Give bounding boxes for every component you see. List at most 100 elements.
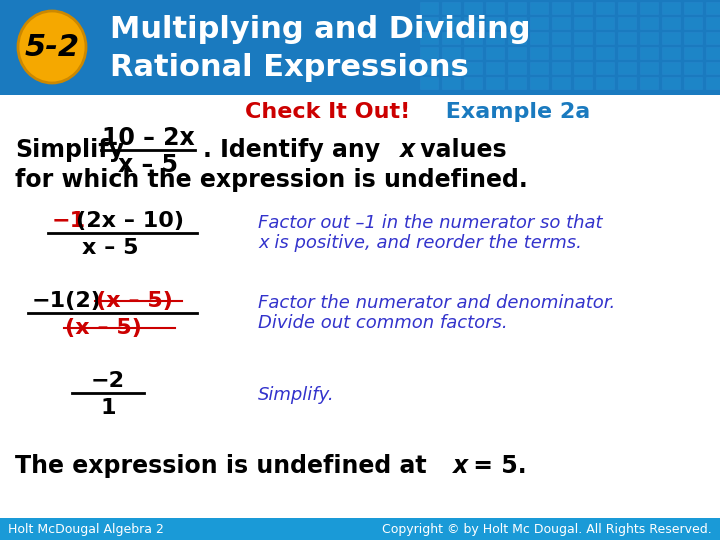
Text: (x – 5): (x – 5)	[65, 318, 142, 338]
FancyBboxPatch shape	[530, 77, 548, 89]
Text: Factor the numerator and denominator.: Factor the numerator and denominator.	[258, 294, 616, 312]
Text: . Identify any: . Identify any	[203, 138, 388, 162]
FancyBboxPatch shape	[618, 2, 636, 14]
FancyBboxPatch shape	[442, 17, 460, 29]
FancyBboxPatch shape	[684, 77, 702, 89]
FancyBboxPatch shape	[552, 62, 570, 74]
FancyBboxPatch shape	[552, 47, 570, 59]
Text: Check It Out!: Check It Out!	[245, 102, 410, 122]
FancyBboxPatch shape	[662, 47, 680, 59]
FancyBboxPatch shape	[618, 62, 636, 74]
FancyBboxPatch shape	[662, 32, 680, 44]
Text: −1: −1	[52, 211, 86, 231]
Text: Example 2a: Example 2a	[438, 102, 590, 122]
Text: (2x – 10): (2x – 10)	[76, 211, 184, 231]
FancyBboxPatch shape	[662, 2, 680, 14]
FancyBboxPatch shape	[420, 32, 438, 44]
Text: x: x	[400, 138, 415, 162]
FancyBboxPatch shape	[0, 518, 720, 540]
FancyBboxPatch shape	[464, 47, 482, 59]
FancyBboxPatch shape	[662, 77, 680, 89]
Text: Simplify.: Simplify.	[258, 386, 335, 404]
FancyBboxPatch shape	[706, 2, 720, 14]
FancyBboxPatch shape	[464, 17, 482, 29]
FancyBboxPatch shape	[574, 47, 592, 59]
FancyBboxPatch shape	[640, 47, 658, 59]
Text: = 5.: = 5.	[465, 454, 526, 478]
FancyBboxPatch shape	[508, 17, 526, 29]
FancyBboxPatch shape	[420, 2, 438, 14]
Text: −1(2): −1(2)	[32, 291, 102, 311]
FancyBboxPatch shape	[684, 47, 702, 59]
Text: Holt McDougal Algebra 2: Holt McDougal Algebra 2	[8, 523, 164, 536]
Text: Multiplying and Dividing: Multiplying and Dividing	[110, 16, 531, 44]
FancyBboxPatch shape	[574, 62, 592, 74]
FancyBboxPatch shape	[530, 32, 548, 44]
FancyBboxPatch shape	[640, 62, 658, 74]
FancyBboxPatch shape	[508, 32, 526, 44]
Text: Simplify: Simplify	[15, 138, 124, 162]
FancyBboxPatch shape	[706, 32, 720, 44]
FancyBboxPatch shape	[464, 77, 482, 89]
FancyBboxPatch shape	[442, 47, 460, 59]
Text: The expression is undefined at: The expression is undefined at	[15, 454, 435, 478]
FancyBboxPatch shape	[684, 2, 702, 14]
FancyBboxPatch shape	[530, 47, 548, 59]
FancyBboxPatch shape	[486, 2, 504, 14]
FancyBboxPatch shape	[684, 62, 702, 74]
FancyBboxPatch shape	[420, 47, 438, 59]
FancyBboxPatch shape	[552, 32, 570, 44]
FancyBboxPatch shape	[706, 77, 720, 89]
FancyBboxPatch shape	[486, 62, 504, 74]
Text: x – 5: x – 5	[118, 153, 178, 177]
FancyBboxPatch shape	[640, 77, 658, 89]
Text: Copyright © by Holt Mc Dougal. All Rights Reserved.: Copyright © by Holt Mc Dougal. All Right…	[382, 523, 712, 536]
FancyBboxPatch shape	[464, 32, 482, 44]
Text: Factor out –1 in the numerator so that: Factor out –1 in the numerator so that	[258, 214, 603, 232]
FancyBboxPatch shape	[574, 2, 592, 14]
FancyBboxPatch shape	[486, 17, 504, 29]
FancyBboxPatch shape	[618, 32, 636, 44]
FancyBboxPatch shape	[442, 77, 460, 89]
FancyBboxPatch shape	[574, 77, 592, 89]
Ellipse shape	[18, 11, 86, 83]
FancyBboxPatch shape	[706, 62, 720, 74]
FancyBboxPatch shape	[596, 17, 614, 29]
FancyBboxPatch shape	[508, 77, 526, 89]
FancyBboxPatch shape	[508, 2, 526, 14]
Text: 1: 1	[100, 398, 116, 418]
FancyBboxPatch shape	[596, 62, 614, 74]
FancyBboxPatch shape	[618, 77, 636, 89]
FancyBboxPatch shape	[552, 2, 570, 14]
Text: x: x	[453, 454, 468, 478]
FancyBboxPatch shape	[420, 62, 438, 74]
Text: values: values	[412, 138, 507, 162]
FancyBboxPatch shape	[662, 17, 680, 29]
FancyBboxPatch shape	[596, 32, 614, 44]
FancyBboxPatch shape	[420, 17, 438, 29]
FancyBboxPatch shape	[464, 62, 482, 74]
FancyBboxPatch shape	[508, 47, 526, 59]
Text: x is positive, and reorder the terms.: x is positive, and reorder the terms.	[258, 234, 582, 252]
FancyBboxPatch shape	[442, 2, 460, 14]
FancyBboxPatch shape	[530, 2, 548, 14]
FancyBboxPatch shape	[706, 47, 720, 59]
FancyBboxPatch shape	[464, 2, 482, 14]
FancyBboxPatch shape	[596, 2, 614, 14]
FancyBboxPatch shape	[684, 17, 702, 29]
FancyBboxPatch shape	[684, 32, 702, 44]
FancyBboxPatch shape	[574, 17, 592, 29]
FancyBboxPatch shape	[618, 17, 636, 29]
Text: Rational Expressions: Rational Expressions	[110, 53, 469, 83]
FancyBboxPatch shape	[574, 32, 592, 44]
FancyBboxPatch shape	[530, 62, 548, 74]
FancyBboxPatch shape	[596, 77, 614, 89]
Text: 5-2: 5-2	[24, 32, 80, 62]
FancyBboxPatch shape	[420, 77, 438, 89]
FancyBboxPatch shape	[640, 17, 658, 29]
Text: 10 – 2x: 10 – 2x	[102, 126, 194, 150]
FancyBboxPatch shape	[640, 2, 658, 14]
FancyBboxPatch shape	[508, 62, 526, 74]
Text: x – 5: x – 5	[82, 238, 138, 258]
FancyBboxPatch shape	[596, 47, 614, 59]
